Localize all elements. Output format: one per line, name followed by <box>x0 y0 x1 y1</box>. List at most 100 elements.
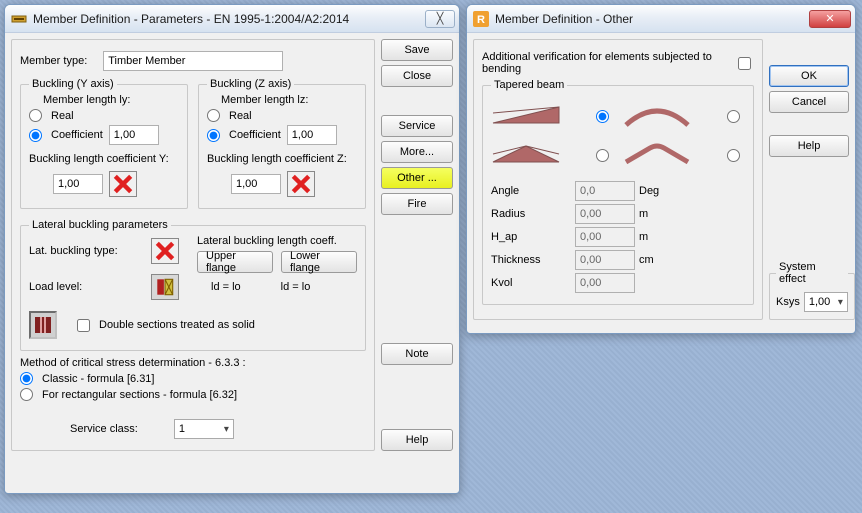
service-class-label: Service class: <box>70 423 138 435</box>
buckling-y-legend: Buckling (Y axis) <box>29 78 117 90</box>
blc-z-icon-button[interactable] <box>287 171 315 197</box>
tapered-beam-group: Tapered beam <box>482 79 754 305</box>
beam-shape-1-radio[interactable] <box>594 110 611 123</box>
blc-z-input[interactable] <box>231 174 281 194</box>
double-sections-checkbox[interactable] <box>77 319 90 332</box>
method-rect-label: For rectangular sections - formula [6.32… <box>42 389 237 401</box>
lateral-legend: Lateral buckling parameters <box>29 219 171 231</box>
beam-shape-4-radio[interactable] <box>725 149 742 162</box>
system-effect-group: System effect Ksys 1,00 <box>769 261 855 320</box>
additional-verification-checkbox[interactable] <box>738 57 751 70</box>
save-button[interactable]: Save <box>381 39 453 61</box>
svg-text:R: R <box>477 14 485 26</box>
hap-label: H_ap <box>491 231 571 243</box>
member-type-label: Member type: <box>20 55 87 67</box>
load-level-button[interactable] <box>151 274 179 300</box>
method-classic-radio[interactable] <box>20 372 33 385</box>
more-button[interactable]: More... <box>381 141 453 163</box>
titlebar-other[interactable]: R Member Definition - Other ✕ <box>467 5 855 33</box>
buckling-y-coeff-label: Coefficient <box>51 129 103 141</box>
ok-button[interactable]: OK <box>769 65 849 87</box>
buckling-z-real-radio[interactable] <box>207 109 220 122</box>
method-heading: Method of critical stress determination … <box>20 357 366 369</box>
beam-shape-1-icon[interactable] <box>491 101 586 132</box>
method-rect-radio[interactable] <box>20 388 33 401</box>
service-class-value: 1 <box>179 423 185 435</box>
thickness-input <box>575 250 635 270</box>
member-length-ly-label: Member length ly: <box>43 94 179 106</box>
blc-y-input[interactable] <box>53 174 103 194</box>
method-classic-label: Classic - formula [6.31] <box>42 373 154 385</box>
buckling-y-coeff-radio[interactable] <box>29 129 42 142</box>
help-button-other[interactable]: Help <box>769 135 849 157</box>
ld-lo-upper: ld = lo <box>211 281 241 293</box>
app-icon-r: R <box>473 11 489 27</box>
beam-shape-3-radio[interactable] <box>594 149 611 162</box>
window-member-definition-other: R Member Definition - Other ✕ Additional… <box>466 4 856 334</box>
ksys-select[interactable]: 1,00 <box>804 292 848 312</box>
radius-unit: m <box>639 208 669 220</box>
angle-label: Angle <box>491 185 571 197</box>
buckling-y-group: Buckling (Y axis) Member length ly: Real… <box>20 78 188 209</box>
beam-shape-4-icon[interactable] <box>622 140 717 171</box>
buckling-z-legend: Buckling (Z axis) <box>207 78 294 90</box>
lat-buckling-type-label: Lat. buckling type: <box>29 245 118 257</box>
buckling-z-coeff-label: Coefficient <box>229 129 281 141</box>
hap-unit: m <box>639 231 669 243</box>
additional-verification-label: Additional verification for elements sub… <box>482 51 732 75</box>
upper-flange-button[interactable]: Upper flange <box>197 251 273 273</box>
radius-label: Radius <box>491 208 571 220</box>
buckling-z-real-label: Real <box>229 110 252 122</box>
hap-input <box>575 227 635 247</box>
beam-shape-3-icon[interactable] <box>491 140 586 171</box>
radius-input <box>575 204 635 224</box>
other-main-pane: Additional verification for elements sub… <box>473 39 763 320</box>
buckling-y-real-radio[interactable] <box>29 109 42 122</box>
buckling-z-coeff-radio[interactable] <box>207 129 220 142</box>
titlebar-parameters[interactable]: Member Definition - Parameters - EN 1995… <box>5 5 459 33</box>
kvol-label: Kvol <box>491 277 571 289</box>
blc-z-label: Buckling length coefficient Z: <box>207 153 357 165</box>
section-icon-button[interactable] <box>29 311 57 339</box>
service-class-select[interactable]: 1 <box>174 419 234 439</box>
parameters-button-column: Save Close Service More... Other ... Fir… <box>381 39 453 451</box>
close-icon[interactable]: ╳ <box>425 10 455 28</box>
note-button[interactable]: Note <box>381 343 453 365</box>
lat-buckling-type-button[interactable] <box>151 238 179 264</box>
parameters-main-pane: Member type: Buckling (Y axis) Member le… <box>11 39 375 451</box>
buckling-z-group: Buckling (Z axis) Member length lz: Real… <box>198 78 366 209</box>
ksys-value: 1,00 <box>809 296 830 308</box>
lateral-coeff-label: Lateral buckling length coeff. <box>197 235 357 247</box>
fire-button[interactable]: Fire <box>381 193 453 215</box>
tapered-beam-legend: Tapered beam <box>491 79 567 91</box>
thickness-label: Thickness <box>491 254 571 266</box>
close-button[interactable]: Close <box>381 65 453 87</box>
buckling-y-real-label: Real <box>51 110 74 122</box>
thickness-unit: cm <box>639 254 669 266</box>
blc-y-icon-button[interactable] <box>109 171 137 197</box>
member-length-lz-label: Member length lz: <box>221 94 357 106</box>
other-button[interactable]: Other ... <box>381 167 453 189</box>
beam-shape-2-icon[interactable] <box>622 101 717 132</box>
system-effect-legend: System effect <box>776 261 848 285</box>
angle-input <box>575 181 635 201</box>
help-button[interactable]: Help <box>381 429 453 451</box>
buckling-z-coeff-input[interactable] <box>287 125 337 145</box>
lateral-buckling-group: Lateral buckling parameters Lat. bucklin… <box>20 219 366 351</box>
angle-unit: Deg <box>639 185 669 197</box>
window-member-definition-parameters: Member Definition - Parameters - EN 1995… <box>4 4 460 494</box>
lower-flange-button[interactable]: Lower flange <box>281 251 357 273</box>
buckling-y-coeff-input[interactable] <box>109 125 159 145</box>
app-icon <box>11 11 27 27</box>
ksys-label: Ksys <box>776 296 800 308</box>
member-type-input[interactable] <box>103 51 283 71</box>
other-button-column: OK Cancel Help System effect Ksys 1,00 <box>769 39 849 320</box>
cancel-button[interactable]: Cancel <box>769 91 849 113</box>
close-icon[interactable]: ✕ <box>809 10 851 28</box>
blc-y-label: Buckling length coefficient Y: <box>29 153 179 165</box>
double-sections-label: Double sections treated as solid <box>99 319 255 331</box>
load-level-label: Load level: <box>29 281 82 293</box>
beam-shape-2-radio[interactable] <box>725 110 742 123</box>
service-button[interactable]: Service <box>381 115 453 137</box>
ld-lo-lower: ld = lo <box>281 281 311 293</box>
